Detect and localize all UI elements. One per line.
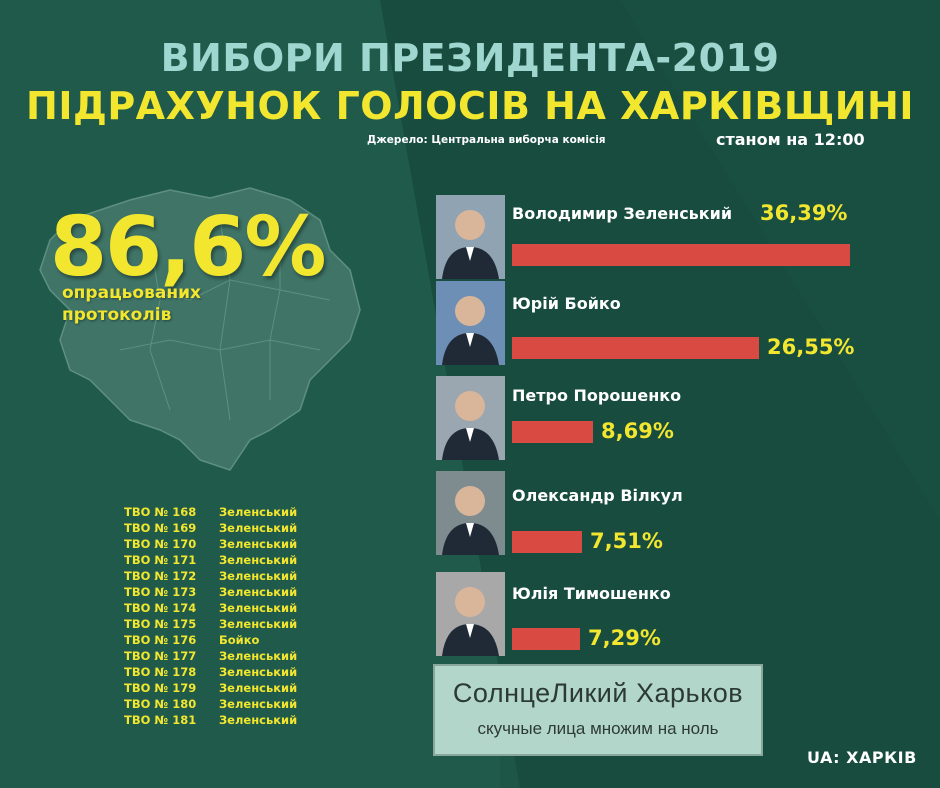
- candidate-name: Олександр Вілкул: [512, 486, 683, 505]
- candidate-photo: [436, 195, 505, 279]
- vote-percentage: 26,55%: [767, 335, 855, 359]
- district-row: ТВО № 169 Зеленський: [124, 520, 297, 536]
- vote-percentage: 8,69%: [601, 419, 674, 443]
- protocols-label-line2: протоколів: [62, 305, 172, 325]
- protocols-percentage: 86,6%: [50, 200, 326, 295]
- district-number: ТВО № 178: [124, 665, 197, 679]
- district-number: ТВО № 176: [124, 633, 197, 647]
- kharkiv-region-map: [39, 187, 361, 471]
- district-number: ТВО № 174: [124, 601, 197, 615]
- district-leader: Зеленський: [219, 553, 298, 567]
- candidate-name: Юрій Бойко: [512, 294, 621, 313]
- district-leader: Зеленський: [219, 649, 298, 663]
- district-leader: Зеленський: [219, 521, 298, 535]
- district-number: ТВО № 171: [124, 553, 197, 567]
- vote-bar: [512, 337, 759, 359]
- district-number: ТВО № 172: [124, 569, 197, 583]
- candidate-name: Володимир Зеленський: [512, 204, 733, 223]
- district-leader: Зеленський: [219, 569, 298, 583]
- district-results-list: ТВО № 168 Зеленський ТВО № 169 Зеленський ТВ…: [124, 504, 297, 728]
- district-leader: Зеленський: [219, 697, 298, 711]
- district-leader: Зеленський: [219, 505, 298, 519]
- ad-banner[interactable]: СолнцеЛикий Харьков скучные лица множим …: [433, 664, 763, 756]
- district-leader: Зеленський: [219, 617, 298, 631]
- vote-bar: [512, 531, 582, 553]
- district-leader: Зеленський: [219, 585, 298, 599]
- district-number: ТВО № 170: [124, 537, 197, 551]
- district-row: ТВО № 178 Зеленський: [124, 664, 297, 680]
- candidate-photo: [436, 572, 505, 656]
- vote-percentage: 36,39%: [760, 201, 848, 225]
- district-row: ТВО № 175 Зеленський: [124, 616, 297, 632]
- ad-subtitle: скучные лица множим на ноль: [477, 719, 719, 738]
- district-row: ТВО № 176 Бойко: [124, 632, 297, 648]
- candidate-photo: [436, 376, 505, 460]
- page-title-line2: ПІДРАХУНОК ГОЛОСІВ НА ХАРКІВЩИНІ: [26, 84, 914, 128]
- district-number: ТВО № 175: [124, 617, 197, 631]
- logo-name: ХАРКІВ: [846, 748, 917, 767]
- district-number: ТВО № 177: [124, 649, 197, 663]
- logo-prefix: UA:: [807, 748, 841, 767]
- candidate-name: Юлія Тимошенко: [512, 584, 671, 603]
- district-row: ТВО № 179 Зеленський: [124, 680, 297, 696]
- channel-logo: UA: ХАРКІВ: [807, 748, 917, 767]
- district-row: ТВО № 177 Зеленський: [124, 648, 297, 664]
- page-title-line1: ВИБОРИ ПРЕЗИДЕНТА-2019: [160, 36, 780, 80]
- district-row: ТВО № 181 Зеленський: [124, 712, 297, 728]
- candidate-photo: [436, 281, 505, 365]
- district-leader: Зеленський: [219, 601, 298, 615]
- district-number: ТВО № 168: [124, 505, 197, 519]
- protocols-label: опрацьованих протоколів: [62, 282, 201, 326]
- vote-percentage: 7,51%: [590, 529, 663, 553]
- district-leader: Зеленський: [219, 537, 298, 551]
- vote-percentage: 7,29%: [588, 626, 661, 650]
- candidate-photo: [436, 471, 505, 555]
- as-of-time: станом на 12:00: [716, 130, 865, 149]
- protocols-label-line1: опрацьованих: [62, 283, 201, 303]
- ad-title: СолнцеЛикий Харьков: [452, 678, 744, 708]
- district-row: ТВО № 174 Зеленський: [124, 600, 297, 616]
- district-leader: Зеленський: [219, 665, 298, 679]
- district-number: ТВО № 179: [124, 681, 197, 695]
- district-row: ТВО № 173 Зеленський: [124, 584, 297, 600]
- district-number: ТВО № 180: [124, 697, 197, 711]
- district-number: ТВО № 173: [124, 585, 197, 599]
- candidate-name: Петро Порошенко: [512, 386, 682, 405]
- district-row: ТВО № 168 Зеленський: [124, 504, 297, 520]
- vote-bar: [512, 628, 580, 650]
- district-leader: Зеленський: [219, 713, 298, 727]
- district-row: ТВО № 180 Зеленський: [124, 696, 297, 712]
- district-leader: Зеленський: [219, 681, 298, 695]
- vote-bar: [512, 244, 850, 266]
- district-row: ТВО № 170 Зеленський: [124, 536, 297, 552]
- district-row: ТВО № 171 Зеленський: [124, 552, 297, 568]
- district-row: ТВО № 172 Зеленський: [124, 568, 297, 584]
- vote-bar: [512, 421, 593, 443]
- source-note: Джерело: Центральна виборча комісія: [367, 134, 606, 146]
- district-leader: Бойко: [219, 633, 260, 647]
- district-number: ТВО № 169: [124, 521, 197, 535]
- district-number: ТВО № 181: [124, 713, 197, 727]
